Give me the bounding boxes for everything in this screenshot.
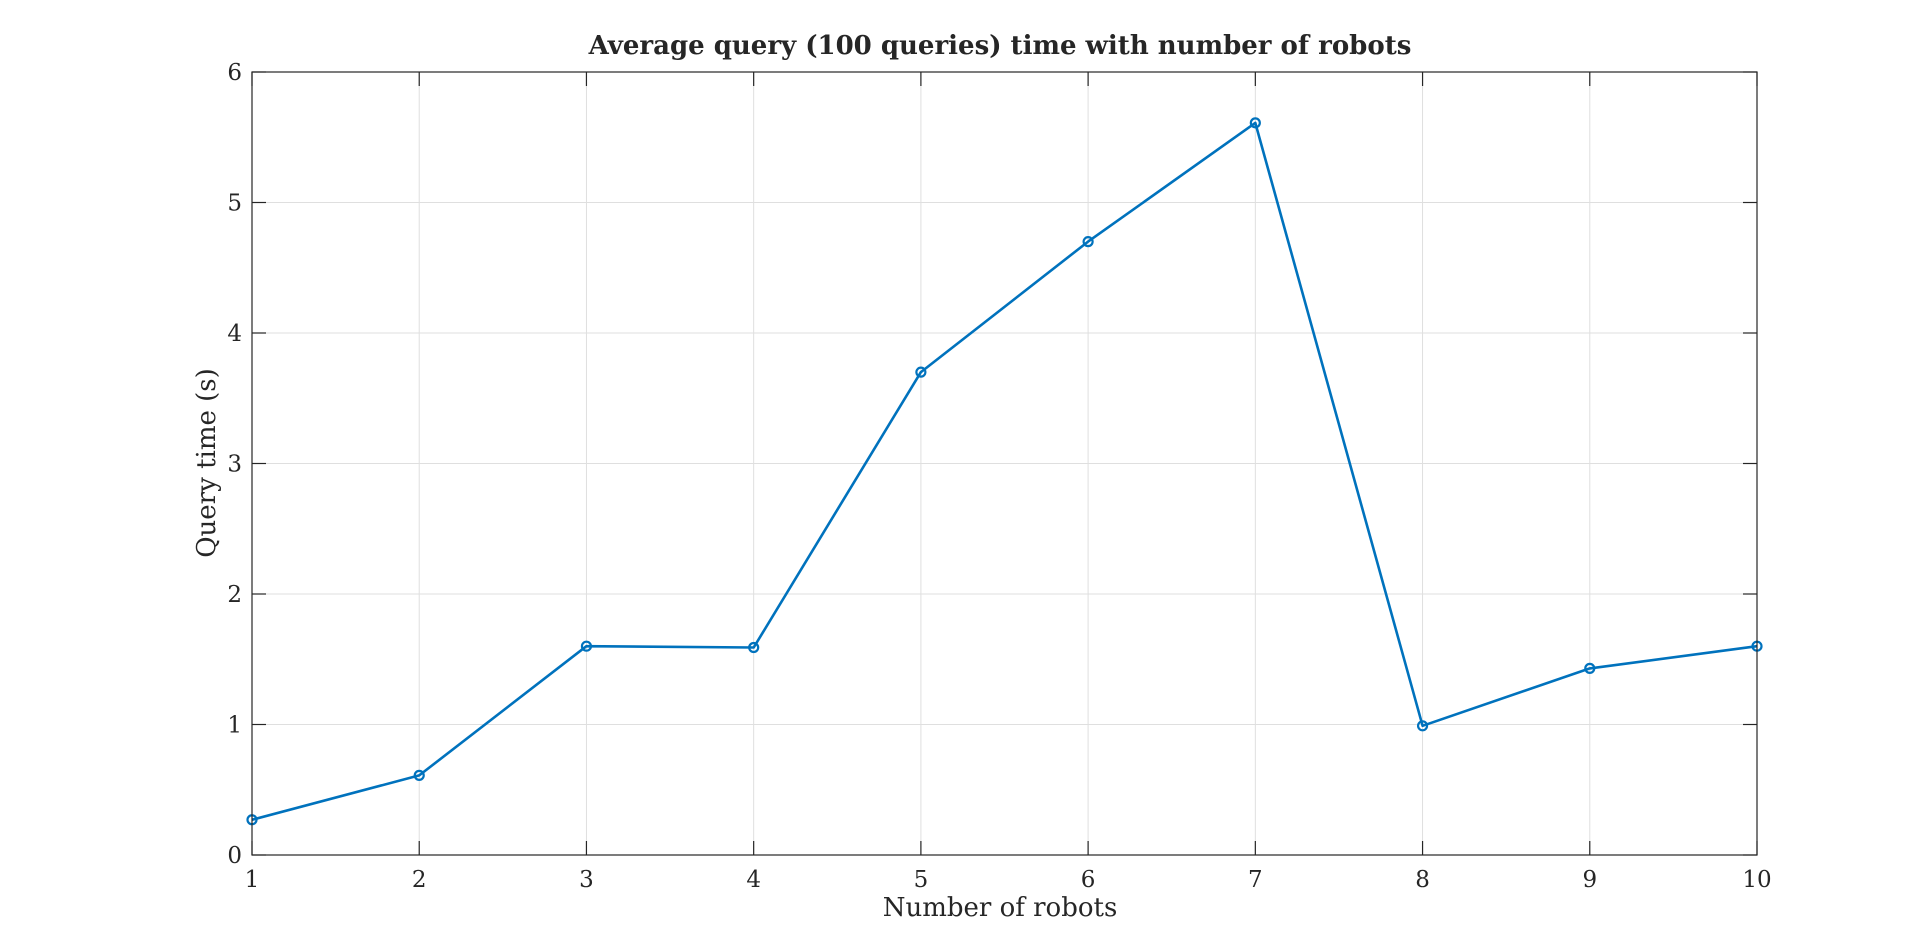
y-tick-label: 6 [227, 60, 242, 86]
x-tick-labels: 1 2 3 4 5 6 7 8 9 10 [245, 867, 1772, 893]
tick-marks [251, 71, 1758, 856]
data-point [915, 366, 927, 378]
y-tick-label: 4 [227, 321, 242, 347]
data-point [1416, 720, 1429, 732]
x-tick-label: 1 [245, 867, 260, 893]
x-tick-label: 3 [579, 867, 594, 893]
x-tick-label: 5 [914, 867, 929, 893]
data-point [580, 640, 593, 652]
series-line [251, 121, 1758, 822]
y-tick-label: 0 [227, 843, 242, 869]
x-tick-label: 2 [412, 867, 427, 893]
y-tick-label: 2 [227, 582, 242, 608]
y-tick-label: 1 [227, 713, 242, 739]
data-point [1584, 662, 1596, 674]
x-tick-label: 10 [1742, 867, 1771, 893]
data-point [1082, 236, 1094, 248]
x-tick-label: 4 [746, 867, 761, 893]
data-point [1249, 117, 1261, 129]
x-tick-label: 7 [1248, 867, 1263, 893]
x-tick-label: 6 [1081, 867, 1096, 893]
data-point [413, 769, 425, 781]
x-tick-label: 9 [1582, 867, 1597, 893]
y-axis-label: Query time (s) [192, 368, 222, 558]
chart-title: Average query (100 queries) time with nu… [588, 31, 1412, 61]
y-tick-labels: 0 1 2 3 4 5 6 [227, 60, 242, 869]
x-axis-label: Number of robots [883, 893, 1118, 923]
y-tick-label: 3 [227, 452, 242, 478]
y-tick-label: 5 [227, 191, 242, 217]
data-point [748, 641, 760, 654]
x-tick-label: 8 [1415, 867, 1430, 893]
